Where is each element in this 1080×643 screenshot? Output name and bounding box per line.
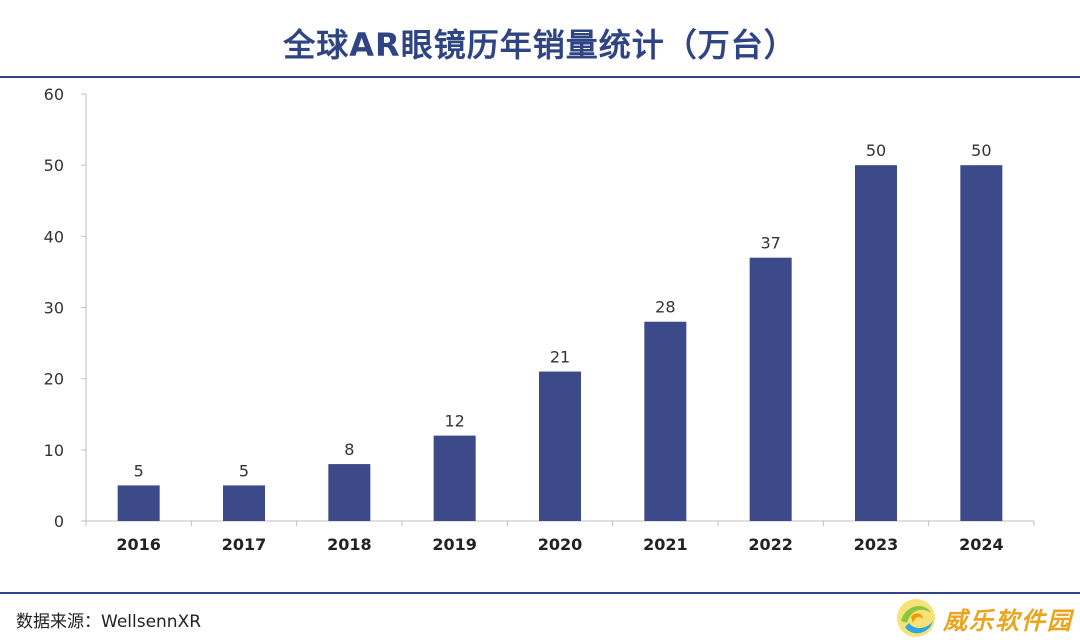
x-tick-label: 2017 [222,535,267,554]
data-label: 50 [971,141,991,160]
watermark-text: 威乐软件园 [943,605,1073,635]
y-tick-label: 10 [44,441,64,460]
bar-2021 [644,321,687,521]
x-tick-label: 2022 [748,535,793,554]
bar-2019 [433,435,476,521]
x-tick-label: 2021 [643,535,688,554]
bar-2023 [855,165,897,521]
footer-divider [0,592,1080,594]
x-tick-label: 2019 [432,535,477,554]
bar-2018 [328,464,371,521]
data-label: 12 [444,412,464,431]
y-tick-label: 40 [44,227,64,246]
data-label: 28 [655,298,675,317]
bar-2024 [960,165,1003,521]
x-tick-label: 2020 [538,535,583,554]
data-label: 37 [760,234,780,253]
y-tick-label: 20 [44,370,64,389]
bar-2022 [749,257,792,521]
data-source: 数据来源：WellsennXR [16,612,202,632]
bar-2020 [539,371,581,521]
y-tick-label: 50 [44,156,64,175]
bar-2017 [223,485,265,521]
swirl-logo-icon [897,599,935,637]
x-tick-label: 2024 [959,535,1004,554]
data-label: 8 [344,440,354,459]
chart-title: 全球AR眼镜历年销量统计（万台） [283,26,797,64]
x-tick-label: 2016 [116,535,161,554]
data-label: 5 [134,461,144,480]
y-tick-label: 0 [54,512,64,531]
data-label: 50 [866,141,886,160]
watermark: 威乐软件园 [895,596,1077,640]
data-label: 21 [550,348,570,367]
bar-2016 [117,485,160,521]
title-divider [0,76,1080,78]
data-label: 5 [239,461,249,480]
x-tick-label: 2023 [854,535,899,554]
x-tick-label: 2018 [327,535,372,554]
y-tick-label: 60 [44,85,64,104]
bar-chart: 0 10 20 30 40 50 60 5 2016 5 2017 8 2018 12 2019 21 2020… [44,85,1035,554]
y-tick-label: 30 [44,299,64,318]
